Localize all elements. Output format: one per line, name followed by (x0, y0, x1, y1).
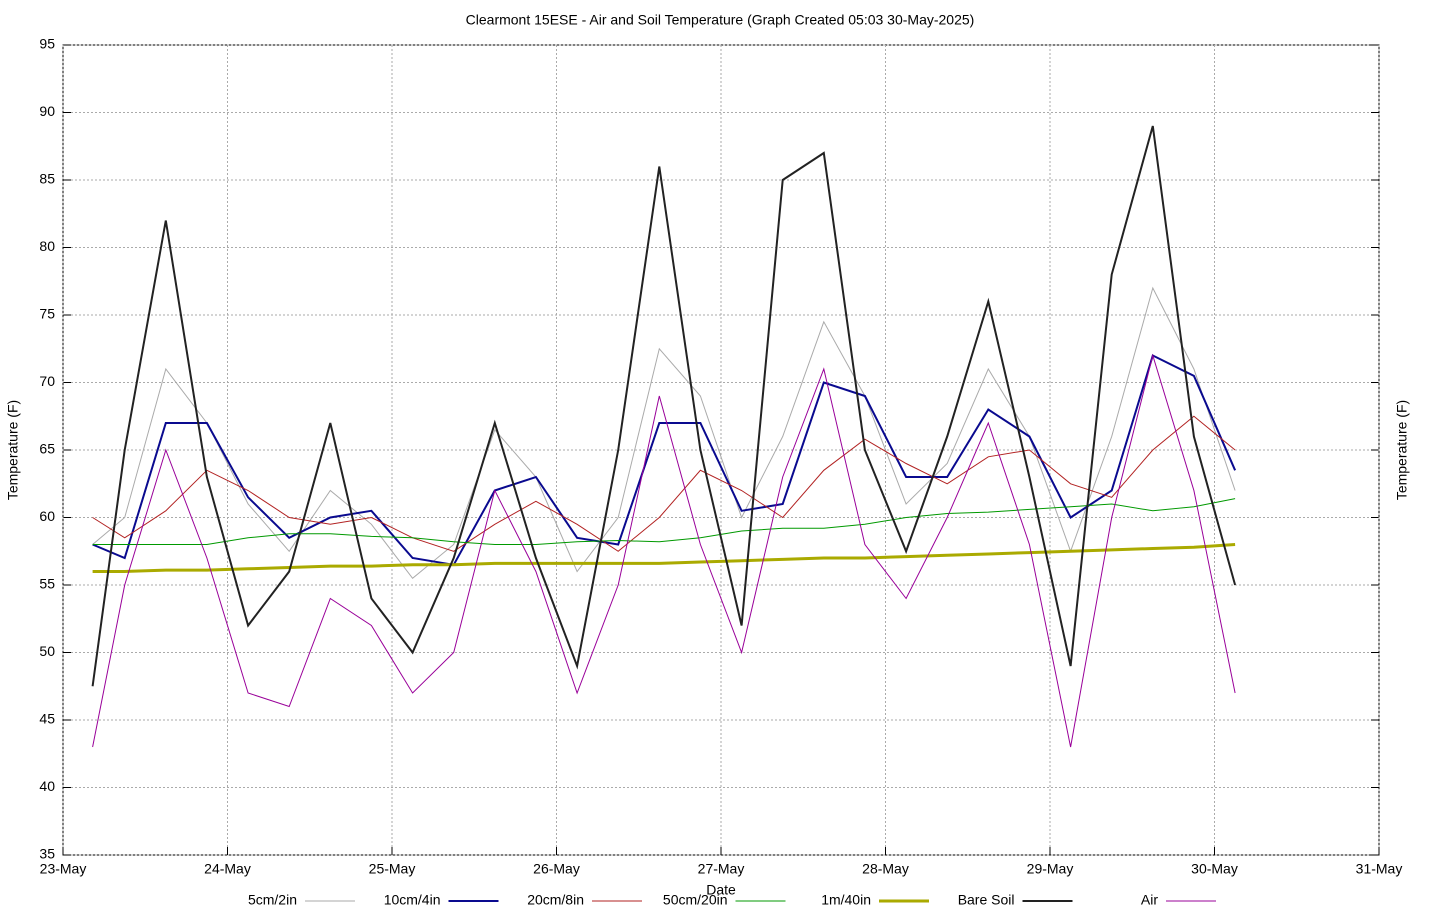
chart-title: Clearmont 15ESE - Air and Soil Temperatu… (466, 12, 975, 28)
series-line (91, 125, 1237, 687)
y2-axis-label: Temperature (F) (1394, 400, 1410, 500)
x-tick-label: 26-May (533, 861, 580, 877)
y-tick-label: 40 (39, 778, 55, 794)
y-tick-label: 55 (39, 576, 55, 592)
series-line (92, 286, 1236, 580)
legend-label: 1m/40in (821, 892, 871, 908)
y-tick-label: 65 (39, 441, 55, 457)
y-tick-label: 75 (39, 306, 55, 322)
x-tick-label: 31-May (1356, 861, 1403, 877)
x-tick-label: 25-May (369, 861, 416, 877)
y-axis-label: Temperature (F) (5, 400, 21, 500)
y-tick-label: 95 (39, 36, 55, 52)
legend-label: 10cm/4in (384, 892, 441, 908)
y-tick-label: 80 (39, 238, 55, 254)
legend-label: Air (1141, 892, 1158, 908)
x-tick-label: 30-May (1191, 861, 1238, 877)
y-tick-label: 50 (39, 643, 55, 659)
series-line (92, 353, 1236, 748)
x-tick-label: 23-May (40, 861, 87, 877)
legend-label: Bare Soil (958, 892, 1015, 908)
legend-label: 50cm/20in (663, 892, 728, 908)
x-tick-label: 24-May (204, 861, 251, 877)
y-tick-label: 35 (39, 846, 55, 862)
series-line (92, 354, 1237, 566)
legend-label: 5cm/2in (248, 892, 297, 908)
series-line (92, 415, 1236, 552)
x-tick-label: 29-May (1027, 861, 1074, 877)
series-line (92, 498, 1236, 545)
y-tick-label: 90 (39, 103, 55, 119)
x-tick-label: 27-May (698, 861, 745, 877)
x-tick-label: 28-May (862, 861, 909, 877)
x-axis-label: Date (706, 882, 736, 898)
series-line (92, 543, 1236, 573)
y-tick-label: 60 (39, 508, 55, 524)
y-tick-label: 45 (39, 711, 55, 727)
legend-label: 20cm/8in (527, 892, 584, 908)
y-tick-label: 85 (39, 171, 55, 187)
y-tick-label: 70 (39, 373, 55, 389)
